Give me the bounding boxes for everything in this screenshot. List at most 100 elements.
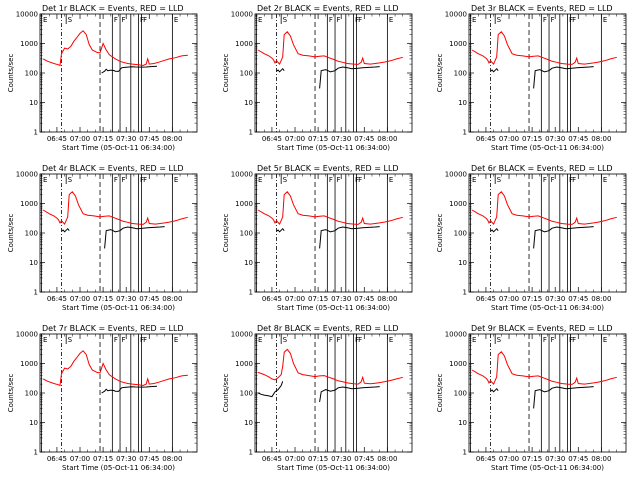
- panel-title: Det 9r BLACK = Events, RED = LLD: [471, 324, 613, 333]
- events-series-line: [276, 67, 285, 73]
- y-tick-label: 1: [463, 449, 467, 457]
- marker-label: E: [603, 336, 607, 344]
- panel-4: Det 4r BLACK = Events, RED = LLD 1 10 100 10…: [7, 164, 198, 312]
- y-axis-label: Counts/sec: [436, 214, 444, 253]
- marker-label: E: [43, 16, 47, 24]
- x-tick-label: 07:00: [499, 135, 519, 143]
- y-tick-label: 10: [458, 259, 467, 267]
- x-tick-label: 06:45: [262, 295, 282, 303]
- x-tick-label: 08:00: [162, 455, 182, 463]
- marker-label: F: [358, 16, 362, 24]
- x-tick-label: 06:45: [262, 455, 282, 463]
- axes-frame: [39, 333, 198, 453]
- marker-label: F: [143, 336, 147, 344]
- x-tick-label: 06:45: [476, 135, 496, 143]
- y-tick-label: 1000: [20, 200, 38, 208]
- y-tick-label: 100: [240, 70, 253, 78]
- marker-label: F: [551, 336, 555, 344]
- marker-label: S: [497, 176, 502, 184]
- marker-label: E: [603, 176, 607, 184]
- x-tick-label: 07:00: [70, 135, 90, 143]
- events-series-line: [101, 385, 158, 394]
- marker-label: S: [283, 336, 288, 344]
- y-tick-label: 10: [458, 99, 467, 107]
- marker-label: F: [358, 176, 362, 184]
- x-tick-label: 07:45: [139, 455, 159, 463]
- y-tick-label: 100: [25, 230, 38, 238]
- y-tick-label: 1: [463, 289, 467, 297]
- y-axis-label: Counts/sec: [7, 214, 15, 253]
- x-tick-label: 07:45: [139, 295, 159, 303]
- panel-5: Det 5r BLACK = Events, RED = LLD 1 10 100 10…: [222, 164, 413, 312]
- x-tick-label: 07:15: [93, 295, 113, 303]
- x-tick-label: 07:15: [308, 295, 328, 303]
- marker-label: F: [140, 16, 144, 24]
- x-tick-label: 08:00: [162, 135, 182, 143]
- marker-label: F: [355, 16, 359, 24]
- marker-label: F: [355, 336, 359, 344]
- x-tick-label: 07:45: [354, 295, 374, 303]
- x-tick-label: 08:00: [377, 295, 397, 303]
- y-tick-label: 10: [244, 99, 253, 107]
- marker-label: E: [174, 336, 178, 344]
- x-tick-label: 07:00: [285, 135, 305, 143]
- y-tick-label: 100: [454, 390, 467, 398]
- marker-label: E: [43, 176, 47, 184]
- x-tick-label: 08:00: [377, 455, 397, 463]
- panel-9: Det 9r BLACK = Events, RED = LLD 1 10 100 10…: [436, 324, 627, 472]
- marker-label: F: [329, 336, 333, 344]
- x-tick-label: 06:45: [476, 295, 496, 303]
- y-tick-label: 10: [244, 259, 253, 267]
- marker-label: F: [551, 16, 555, 24]
- lld-series-line: [42, 30, 188, 67]
- y-tick-label: 1: [249, 289, 253, 297]
- panel-8: Det 8r BLACK = Events, RED = LLD 1 10 100 10…: [222, 324, 413, 472]
- marker-label: F: [569, 336, 573, 344]
- marker-label: F: [569, 176, 573, 184]
- x-tick-label: 07:15: [93, 455, 113, 463]
- y-tick-label: 10000: [445, 331, 467, 339]
- y-tick-label: 10000: [16, 11, 38, 19]
- x-tick-label: 08:00: [591, 295, 611, 303]
- x-tick-label: 07:30: [545, 455, 565, 463]
- x-axis-label: Start Time (05-Oct-11 06:34:00): [62, 304, 175, 312]
- y-tick-label: 1: [463, 129, 467, 137]
- marker-label: F: [122, 16, 126, 24]
- marker-label: F: [543, 176, 547, 184]
- y-tick-label: 10: [29, 419, 38, 427]
- x-axis-label: Start Time (05-Oct-11 06:34:00): [277, 464, 390, 472]
- marker-label: F: [572, 336, 576, 344]
- marker-label: F: [543, 336, 547, 344]
- x-tick-label: 07:30: [331, 295, 351, 303]
- y-tick-label: 1: [34, 449, 38, 457]
- x-tick-label: 07:45: [568, 295, 588, 303]
- events-series-line: [257, 381, 284, 398]
- x-tick-label: 07:00: [285, 295, 305, 303]
- axes-frame: [468, 333, 627, 453]
- y-tick-label: 1000: [235, 40, 253, 48]
- x-tick-label: 07:15: [308, 455, 328, 463]
- marker-label: F: [143, 176, 147, 184]
- x-tick-label: 07:30: [116, 295, 136, 303]
- y-tick-label: 1: [249, 129, 253, 137]
- marker-label: E: [258, 176, 262, 184]
- marker-label: S: [497, 16, 502, 24]
- marker-label: F: [114, 16, 118, 24]
- x-tick-label: 07:00: [70, 455, 90, 463]
- panel-title: Det 4r BLACK = Events, RED = LLD: [42, 164, 184, 173]
- events-series-line: [533, 226, 594, 249]
- marker-label: F: [551, 176, 555, 184]
- y-axis-label: Counts/sec: [7, 374, 15, 413]
- marker-label: S: [68, 16, 73, 24]
- events-series-line: [319, 66, 380, 89]
- events-series-line: [490, 227, 499, 233]
- x-tick-label: 08:00: [162, 295, 182, 303]
- panel-3: Det 3r BLACK = Events, RED = LLD 1 10 100 10…: [436, 4, 627, 152]
- events-series-line: [276, 227, 285, 233]
- marker-label: F: [143, 16, 147, 24]
